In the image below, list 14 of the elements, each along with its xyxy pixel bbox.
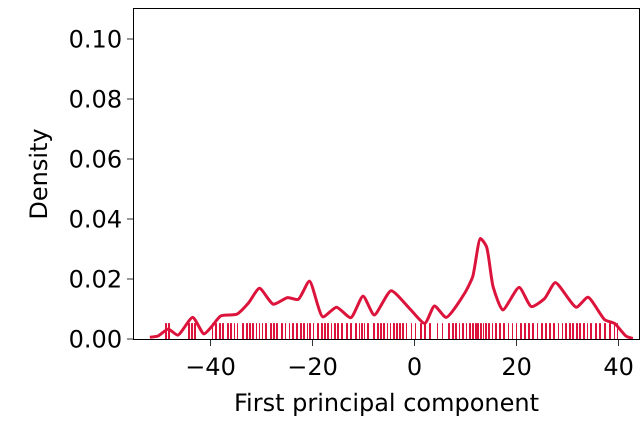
- x-tick-label: −20: [287, 352, 338, 381]
- y-tick-label: 0.06: [68, 145, 122, 174]
- x-tick-label: −40: [185, 352, 236, 381]
- line-series: [148, 237, 634, 339]
- x-tick-label: 40: [603, 352, 634, 381]
- y-axis-title: Density: [24, 128, 53, 220]
- y-tick-label: 0.04: [68, 205, 122, 234]
- y-tick-label: 0.02: [68, 265, 122, 294]
- y-tick-label: 0.00: [68, 325, 122, 354]
- y-tick-label: 0.10: [68, 25, 122, 54]
- x-axis-title: First principal component: [234, 389, 539, 418]
- x-tick-label: 20: [501, 352, 532, 381]
- y-tick-label: 0.08: [68, 85, 122, 114]
- x-tick-label: 0: [406, 352, 422, 381]
